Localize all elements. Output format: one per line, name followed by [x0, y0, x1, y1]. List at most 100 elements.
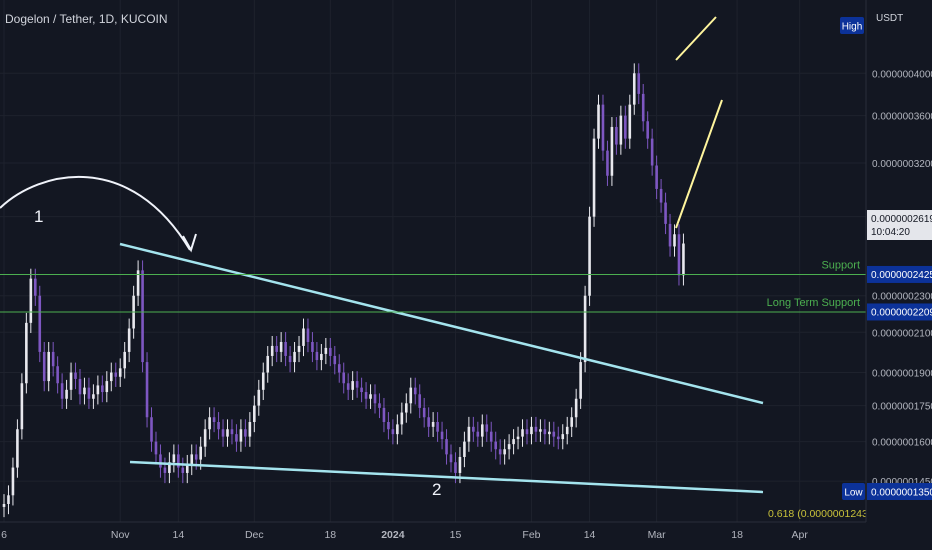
time-tick-label: 14 — [584, 529, 596, 541]
last-price-box — [867, 210, 932, 240]
candle-body — [203, 429, 207, 447]
price-tick-label: 0.0000001450 — [872, 477, 932, 488]
candle-body — [11, 467, 15, 496]
candle-body — [485, 424, 489, 432]
support-price-box — [867, 265, 932, 283]
candle-body — [190, 454, 194, 465]
price-axis[interactable]: 0.0000004000 0.0000003600 0.0000003200 0.00… — [840, 0, 932, 550]
candle-body — [668, 223, 672, 247]
candle-body — [583, 295, 587, 363]
candle-body — [159, 454, 162, 468]
high-tag: High — [842, 22, 863, 33]
arc-arrow[interactable] — [0, 175, 191, 251]
candle-body — [355, 381, 359, 388]
candle-body — [619, 115, 623, 145]
time-axis[interactable]: 6 Nov 14 Dec 18 2024 15 Feb 14 Mar 18 Apr — [0, 521, 932, 550]
price-tick-label: 0.0000002300 — [872, 292, 932, 303]
high-tag-box — [840, 17, 864, 34]
candle-body — [199, 446, 202, 460]
candle-body — [677, 234, 681, 276]
resistance-trendline[interactable] — [119, 242, 764, 405]
candle-body — [494, 441, 497, 450]
candle-body — [673, 234, 676, 247]
candle-body — [561, 434, 565, 440]
candle-body — [413, 387, 417, 395]
candle-body — [467, 426, 471, 442]
candle-body — [346, 383, 350, 390]
price-tick-label: 0.0000003200 — [872, 159, 932, 170]
candle-body — [391, 429, 395, 435]
low-tag: Low — [844, 488, 863, 499]
long-term-support-level-label: Long Term Support — [767, 297, 860, 309]
last-price-label: 0.0000002619 — [871, 214, 932, 225]
candle-body — [16, 429, 19, 468]
candle-body — [472, 426, 475, 432]
candle-body — [436, 422, 439, 432]
candle-body — [101, 385, 104, 393]
drawings[interactable]: 1 2 — [0, 16, 764, 499]
candle-body — [324, 347, 328, 354]
candle-body — [601, 104, 605, 151]
candle-body — [96, 385, 100, 395]
candle-body — [552, 431, 556, 437]
candle-body — [123, 351, 126, 369]
time-tick-label: Apr — [791, 529, 808, 541]
candle-body — [329, 347, 332, 356]
candle-body — [641, 93, 645, 122]
candle-body — [297, 345, 301, 352]
candle-body — [431, 422, 435, 427]
candle-body — [588, 216, 591, 296]
time-axis-background — [0, 522, 932, 550]
candle-body — [47, 351, 50, 382]
candle-body — [261, 372, 265, 390]
candle-body — [320, 353, 323, 361]
candle-body — [512, 439, 515, 445]
candle-body — [2, 503, 6, 507]
candle-body — [20, 383, 24, 430]
candle-body — [682, 243, 685, 276]
candle-body — [610, 126, 614, 176]
candle-body — [454, 462, 457, 473]
wedge-upper-line[interactable] — [675, 16, 717, 61]
candle-body — [270, 345, 274, 356]
currency-label: USDT — [876, 13, 903, 24]
candle-body — [409, 387, 413, 404]
candle-body — [570, 417, 573, 427]
candle-body — [87, 387, 91, 399]
candle-body — [7, 495, 10, 504]
price-tick-label: 0.0000001600 — [872, 438, 932, 449]
candle-body — [257, 389, 261, 406]
price-tick-label: 0.0000001750 — [872, 402, 932, 413]
candle-body — [476, 431, 480, 437]
candle-body — [659, 188, 663, 203]
candle-body — [333, 355, 337, 365]
candle-body — [463, 441, 466, 457]
candle-body — [284, 341, 287, 356]
candle-body — [664, 202, 667, 224]
candle-body — [369, 394, 372, 399]
support-trendline[interactable] — [129, 460, 764, 494]
candle-body — [373, 394, 377, 404]
candle-body — [177, 454, 180, 468]
candle-body — [302, 328, 305, 346]
time-tick-label: 15 — [450, 529, 462, 541]
candle-body — [69, 372, 73, 390]
candle-body — [449, 454, 453, 463]
candle-body — [114, 372, 118, 377]
candle-body — [136, 270, 140, 296]
candle-body — [306, 328, 310, 342]
candle-body — [628, 104, 632, 139]
candle-body — [60, 383, 64, 399]
candle-body — [244, 429, 247, 437]
candle-body — [387, 422, 390, 430]
candle-body — [279, 341, 283, 352]
candle-body — [235, 434, 238, 442]
candle-body — [632, 73, 636, 105]
candle-body — [606, 150, 609, 176]
wedge-lower-line[interactable] — [675, 99, 723, 229]
countdown-label: 10:04:20 — [871, 227, 910, 238]
horizontal-levels[interactable]: Support Long Term Support 0.618 (0.00000… — [0, 259, 871, 520]
fib-level-label: 0.618 (0.0000001243) — [768, 508, 871, 520]
candle-body — [382, 407, 386, 423]
